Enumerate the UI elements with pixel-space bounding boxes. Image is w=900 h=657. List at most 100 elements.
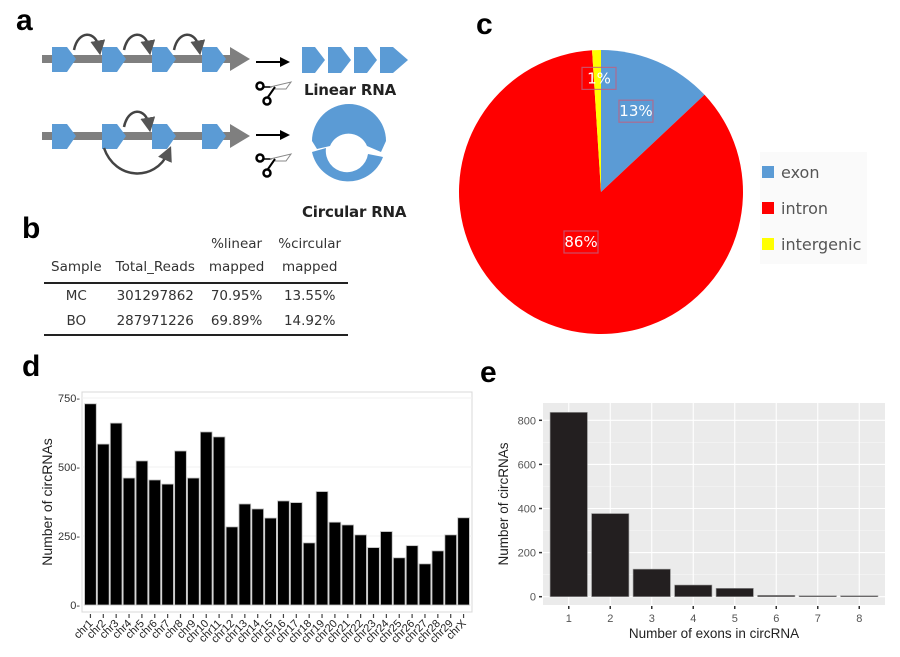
bar-exons-1 <box>549 412 588 597</box>
x-tick-label: 8 <box>856 613 862 625</box>
bar-exons-8 <box>840 595 879 597</box>
header-sample: Sample <box>51 259 102 275</box>
scissors-icon <box>255 153 293 178</box>
bar-chrX <box>457 517 470 606</box>
right-arrow-icon <box>256 130 290 140</box>
panel-label-b: b <box>22 212 41 245</box>
x-tick-label: 7 <box>815 613 821 625</box>
bar-chr13 <box>238 503 252 606</box>
y-tick-label: 400 <box>518 504 536 516</box>
right-arrow-icon <box>256 57 290 67</box>
circular-rna-label: Circular RNA <box>302 203 407 221</box>
y-axis-label: Number of circRNAs <box>39 438 55 566</box>
bar-chr1 <box>84 403 97 606</box>
legend-swatch-exon <box>762 166 774 178</box>
pie-legend: exon intron intergenic <box>760 152 868 264</box>
bar-chr14 <box>251 508 264 606</box>
pie-label-box <box>581 66 617 90</box>
bar-exons-4 <box>674 584 713 598</box>
y-tick-label: 250- <box>58 531 80 543</box>
y-axis-label: Number of circRNAs <box>496 442 511 565</box>
linear-rna-label: Linear RNA <box>304 81 397 99</box>
pie-slice-intron <box>459 50 743 334</box>
exon-count-bar-chart: 0 200 400 600 800 1 2 3 4 5 6 7 8 Number of exons in … <box>496 403 885 641</box>
bar-chr4 <box>122 477 136 606</box>
bar-exons-3 <box>632 568 671 597</box>
mapping-stats-table: Sample Total_Reads %linear mapped %circul… <box>44 233 349 336</box>
cell-linear-mapped: 69.89% <box>210 313 263 329</box>
cell-linear-mapped: 70.95% <box>210 288 263 304</box>
bar-exons-2 <box>591 513 630 598</box>
panel-label-e: e <box>480 356 497 389</box>
x-tick-label: 3 <box>649 613 655 625</box>
bar-chr18 <box>302 542 316 606</box>
x-axis-label: Number of exons in circRNA <box>629 626 799 641</box>
panel-label-a: a <box>16 4 33 37</box>
bar-chr6 <box>148 479 162 606</box>
cell-circular-mapped: 14.92% <box>283 313 336 329</box>
bar-chr16 <box>277 500 290 606</box>
bar-chr9 <box>187 477 200 606</box>
pie-label-box <box>618 99 654 123</box>
legend-item-intron: intron <box>762 190 861 226</box>
y-tick-label: 200 <box>518 548 536 560</box>
linear-rna-icon <box>302 47 408 73</box>
cell-total-reads: 301297862 <box>116 288 194 304</box>
table-row: MC 301297862 70.95% 13.55% <box>44 283 348 309</box>
table-row: BO 287971226 69.89% 14.92% <box>44 309 349 335</box>
legend-swatch-intron <box>762 202 774 214</box>
y-tick-label: 0 <box>530 592 536 604</box>
splice-arrow-icon <box>102 110 172 175</box>
gene-track-icon <box>42 124 250 149</box>
bar-chr8 <box>174 450 187 606</box>
pie-label-exon: 13% <box>619 102 652 120</box>
cell-sample: BO <box>66 313 87 329</box>
pie-label-intergenic: 1% <box>587 69 611 87</box>
x-tick-label: 6 <box>773 613 779 625</box>
pie-label-box <box>563 230 599 254</box>
splice-arrow-icon <box>72 33 206 56</box>
legend-swatch-intergenic <box>762 238 774 250</box>
cell-total-reads: 287971226 <box>116 313 194 329</box>
legend-label: exon <box>781 162 820 182</box>
circular-rna-icon <box>312 104 386 182</box>
bar-chr12 <box>225 526 239 606</box>
y-tick-label: 750- <box>58 393 80 405</box>
bar-chr27 <box>418 563 432 606</box>
bar-chr20 <box>328 521 342 606</box>
pie-chart: 13% 86% 1% <box>459 50 743 334</box>
pie-slice-intergenic <box>592 50 601 192</box>
bar-chr28 <box>431 550 445 606</box>
legend-label: intron <box>781 198 829 218</box>
y-tick-label: 800 <box>518 415 536 427</box>
bar-chr10 <box>199 431 213 606</box>
y-tick-label: 500- <box>58 462 80 474</box>
header-linear-mapped: %linear mapped <box>208 236 265 275</box>
bar-chr19 <box>315 491 329 606</box>
x-tick-label: 1 <box>566 613 572 625</box>
panel-label-c: c <box>476 8 493 41</box>
chromosome-bar-chart: chr1chr2chr3chr4chr5chr6chr7chr8chr9chr1… <box>39 391 473 646</box>
legend-label: intergenic <box>781 234 862 254</box>
bar-chr11 <box>212 436 226 606</box>
bar-chr21 <box>341 524 354 606</box>
bar-chr7 <box>161 483 174 606</box>
scissors-icon <box>255 81 293 106</box>
table-header-row: Sample Total_Reads %linear mapped %circul… <box>44 233 349 283</box>
bar-chr17 <box>290 502 303 606</box>
bar-chr5 <box>135 460 149 606</box>
cell-sample: MC <box>65 288 87 304</box>
y-tick-label: 0- <box>70 600 80 612</box>
y-tick-label: 600 <box>518 459 536 471</box>
gene-track-icon <box>42 47 250 72</box>
cell-circular-mapped: 13.55% <box>283 288 336 304</box>
bar-chr24 <box>380 531 393 606</box>
panel-a-diagram <box>42 33 408 182</box>
bar-chr22 <box>354 534 367 606</box>
x-tick-label: 5 <box>732 613 738 625</box>
header-circular-mapped: %circular mapped <box>278 236 342 275</box>
bar-chr25 <box>392 557 406 606</box>
header-total-reads: Total_Reads <box>115 259 195 275</box>
x-tick-label: 2 <box>607 613 613 625</box>
bar-chr26 <box>405 545 419 606</box>
